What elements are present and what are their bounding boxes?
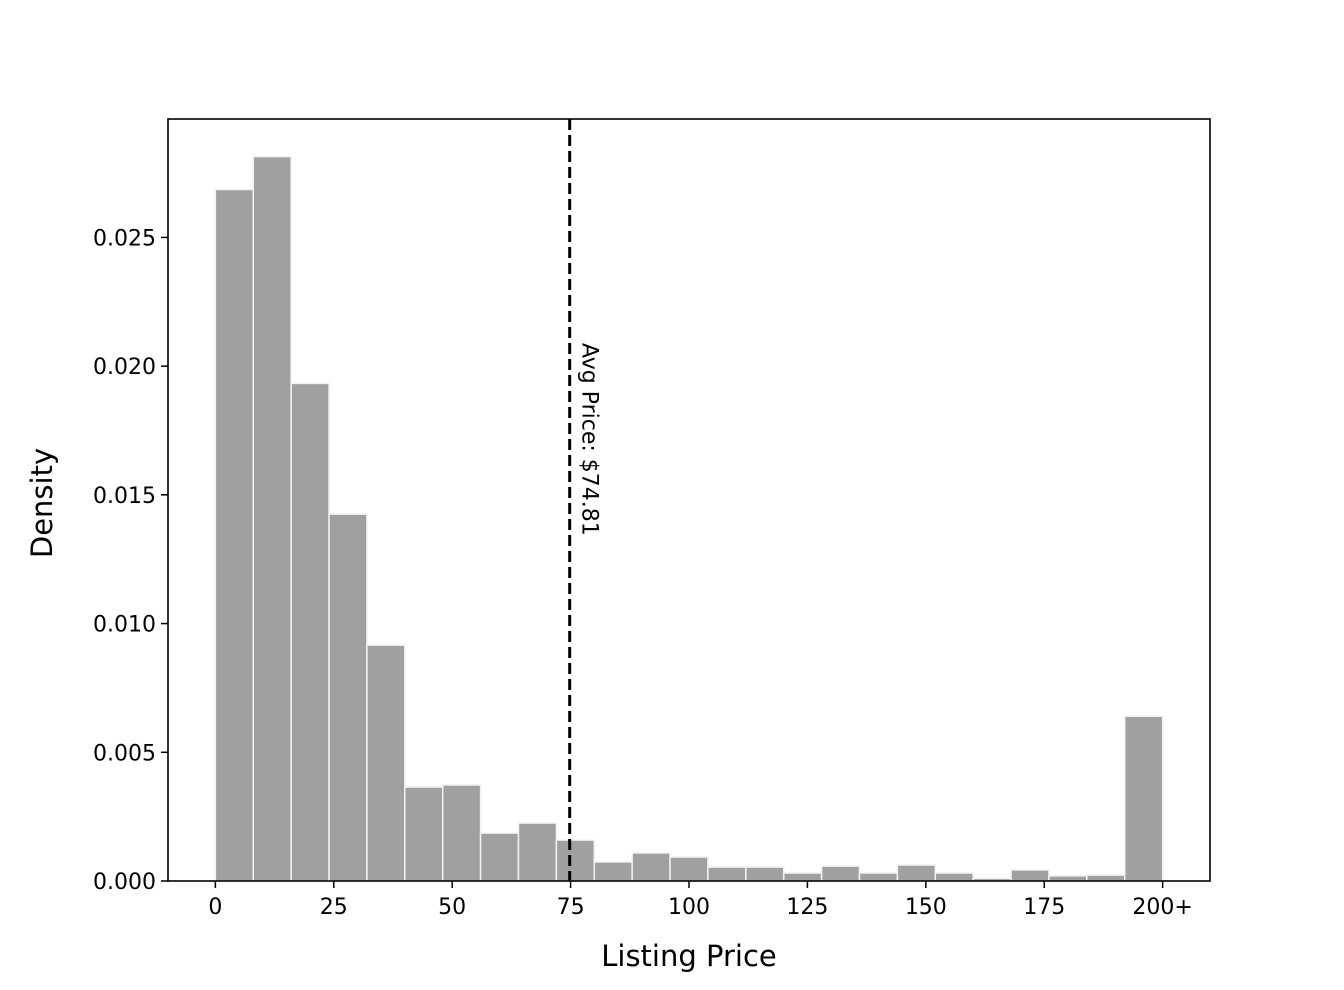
x-tick-label: 175 — [1023, 895, 1065, 920]
bar — [745, 866, 785, 882]
bar — [441, 784, 482, 882]
bar — [555, 839, 596, 882]
bar — [1010, 869, 1050, 882]
bar — [820, 865, 861, 882]
x-axis-label: Listing Price — [601, 939, 777, 973]
bar — [934, 872, 974, 882]
x-tick-label: 100 — [668, 895, 710, 920]
bar — [593, 861, 633, 882]
x-tick-label: 150 — [905, 895, 947, 920]
bar — [1086, 874, 1126, 882]
bar — [214, 188, 255, 882]
y-tick-label: 0.020 — [93, 355, 156, 380]
bar — [404, 786, 444, 882]
y-axis-label: Density — [25, 448, 59, 558]
x-tick-label: 25 — [320, 895, 348, 920]
x-tick-label: 75 — [557, 895, 585, 920]
bar — [366, 644, 406, 882]
bar — [631, 852, 671, 882]
y-tick-label: 0.010 — [93, 613, 156, 638]
y-tick-label: 0.005 — [93, 741, 156, 766]
bar — [479, 832, 520, 882]
x-tick-label: 125 — [786, 895, 828, 920]
bar — [707, 866, 747, 882]
bar — [328, 513, 368, 882]
bar — [290, 382, 330, 882]
y-tick-label: 0.015 — [93, 484, 156, 509]
bar — [896, 864, 937, 882]
x-tick-label: 50 — [438, 895, 466, 920]
bar — [782, 872, 823, 882]
bar — [858, 872, 899, 882]
bar — [1123, 715, 1164, 882]
plot-frame — [167, 118, 1211, 882]
bar — [669, 856, 709, 882]
bar — [252, 155, 292, 882]
x-tick-label: 0 — [208, 895, 222, 920]
x-tick-label: 200+ — [1132, 895, 1192, 920]
bar — [517, 822, 558, 882]
y-tick-label: 0.025 — [93, 226, 156, 251]
y-tick-label: 0.000 — [93, 870, 156, 895]
avg-annotation: Avg Price: $74.81 — [577, 343, 602, 536]
